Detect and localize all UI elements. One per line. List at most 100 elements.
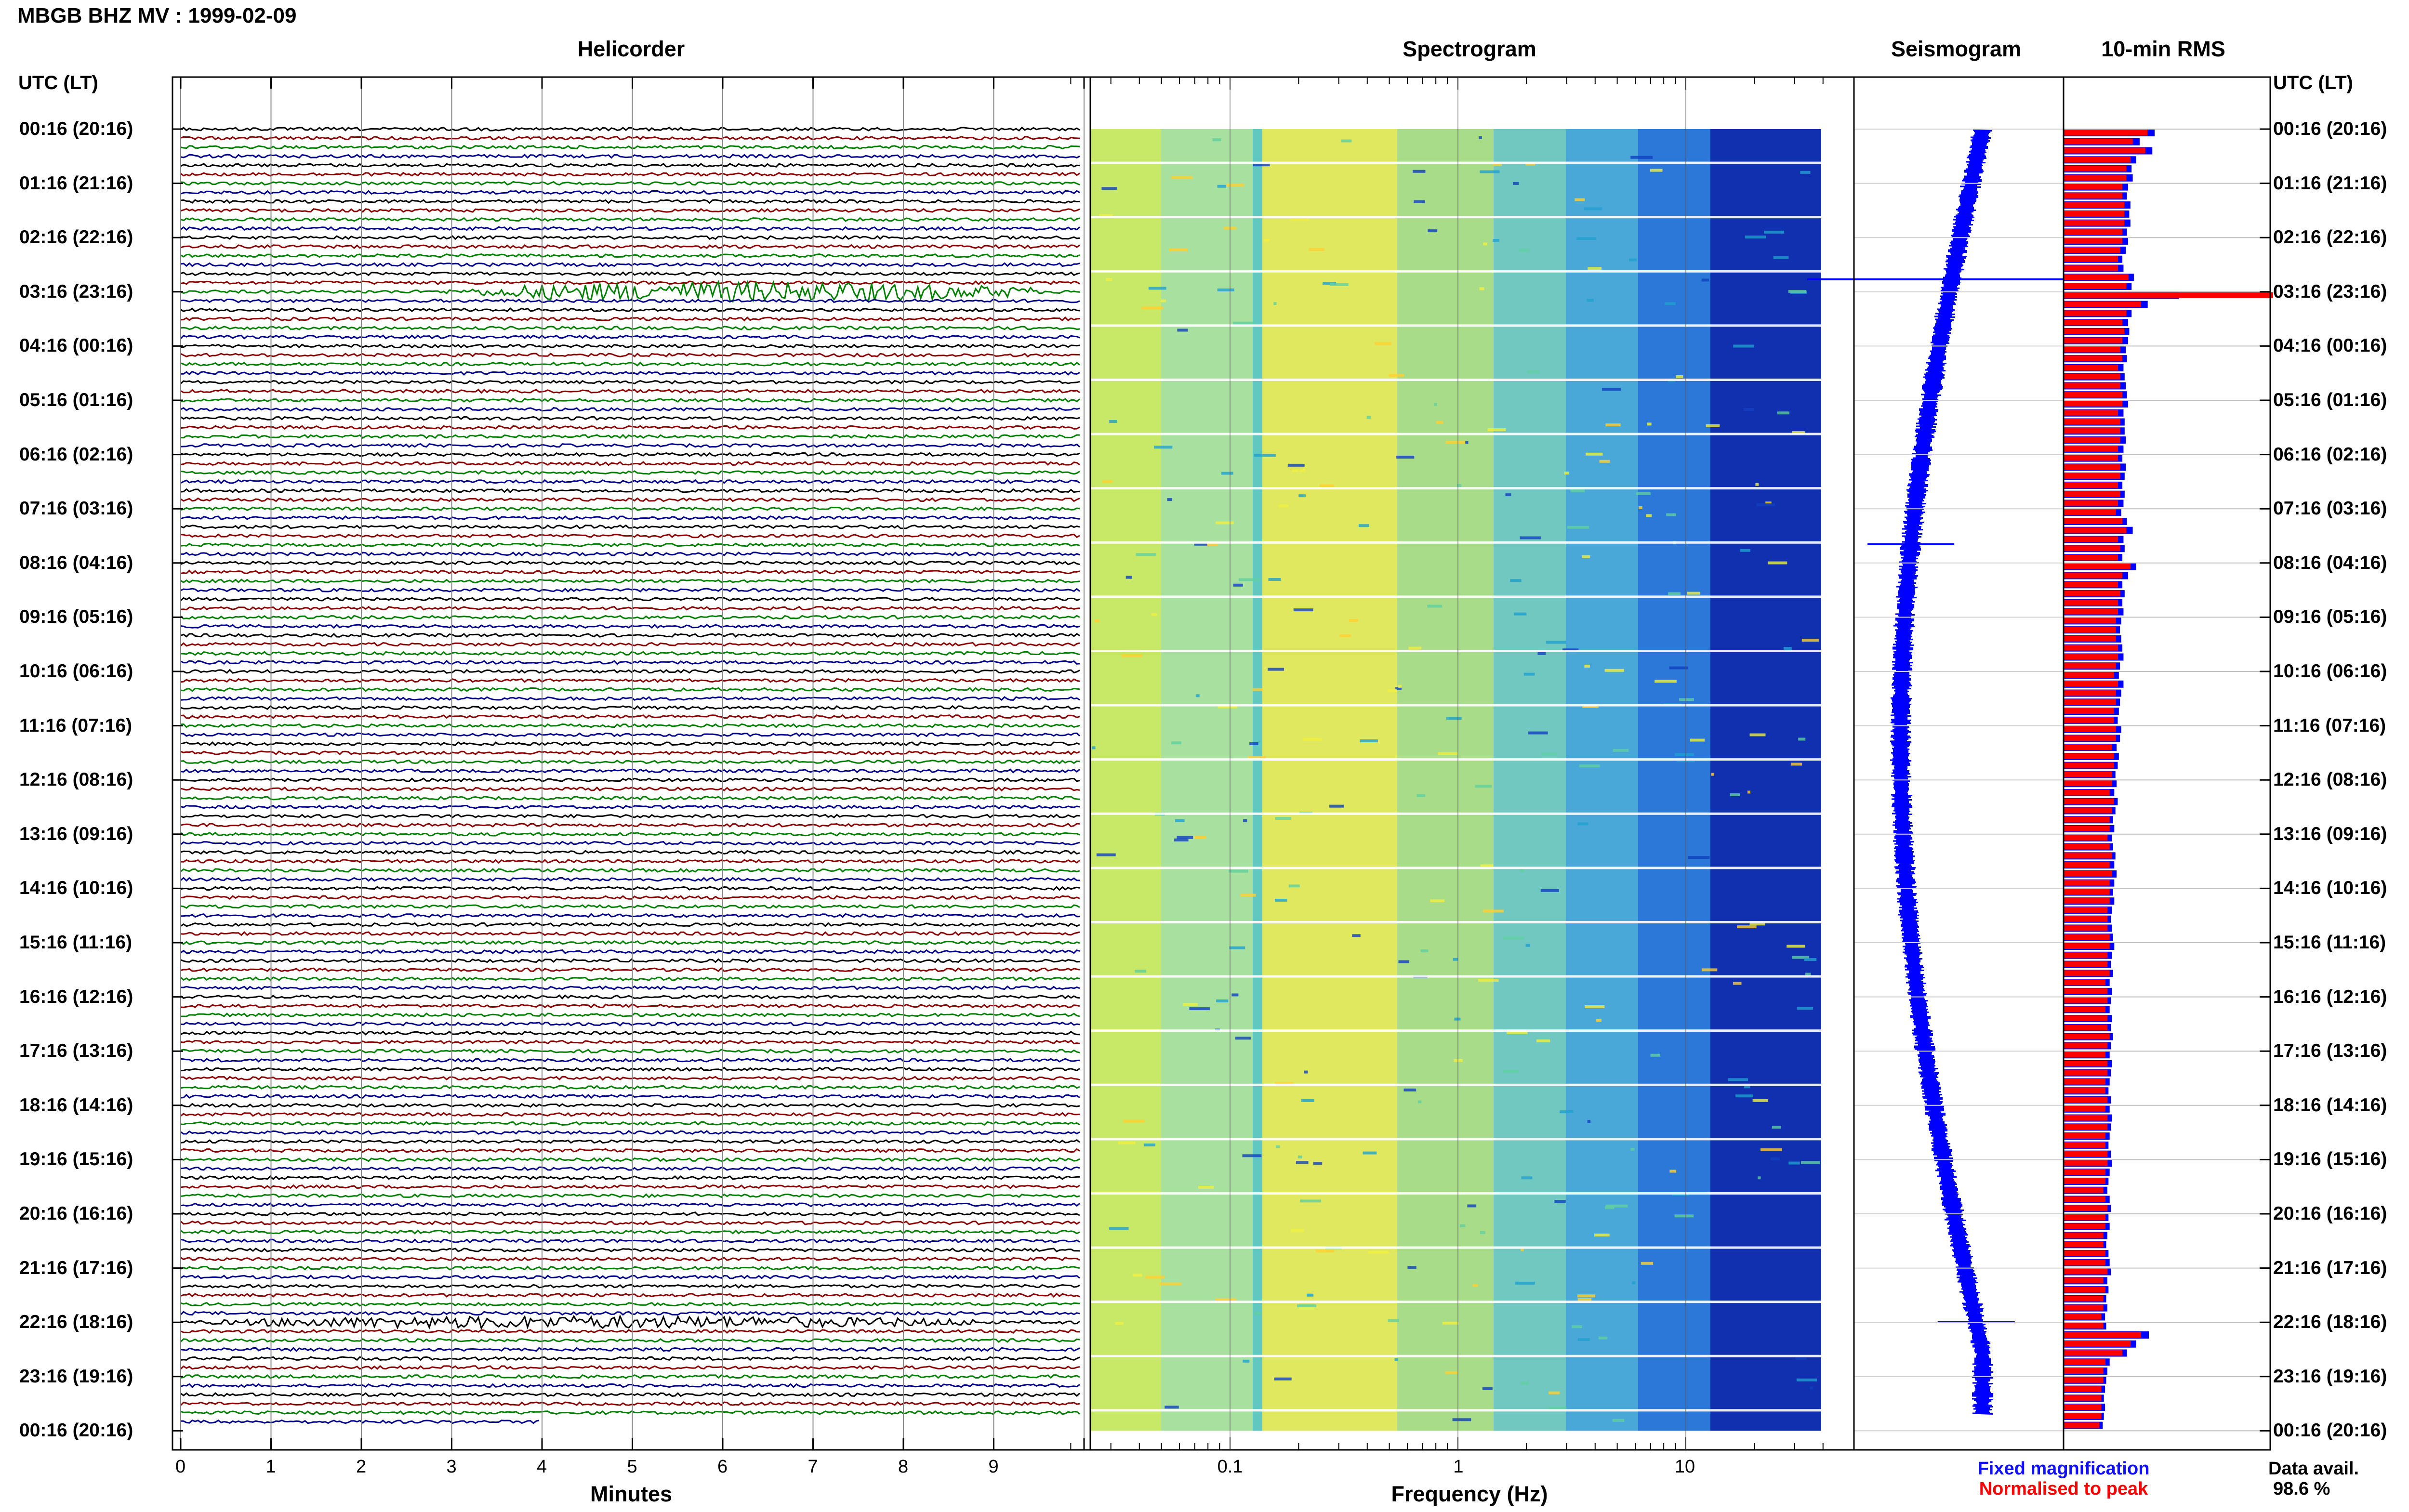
spectrogram-speck: [1706, 424, 1720, 427]
spectrogram-speck: [1145, 1275, 1165, 1279]
rms-bar-normalised: [2064, 672, 2114, 678]
row-label-left: 15:16 (11:16): [19, 932, 132, 953]
spectrogram-gap: [1090, 1301, 1821, 1303]
row-label-right: 00:16 (20:16): [2273, 1420, 2387, 1441]
spectrogram-speck: [1320, 484, 1334, 487]
rms-title: 10-min RMS: [2101, 37, 2225, 61]
spectrogram-speck: [1275, 817, 1292, 820]
helicorder-trace: [180, 768, 1080, 774]
rms-bar-normalised: [2064, 1223, 2105, 1229]
spectrogram-speck: [1577, 1338, 1590, 1341]
rms-bar-normalised: [2064, 1196, 2105, 1202]
spectrogram-speck: [1398, 960, 1409, 963]
row-label-left: 12:16 (08:16): [19, 769, 133, 790]
spectrogram-band: [1262, 129, 1397, 1431]
spectrogram-speck: [1604, 669, 1624, 672]
spectrogram-speck: [1106, 278, 1112, 281]
spectrogram-speck: [1804, 958, 1817, 961]
spectrogram-speck: [1171, 176, 1193, 179]
rms-bar-normalised: [2064, 1205, 2108, 1211]
helicorder-trace: [180, 1112, 1080, 1117]
row-label-right: 15:16 (11:16): [2273, 932, 2386, 953]
spectrogram-speck: [1747, 790, 1751, 794]
helicorder-trace: [180, 605, 1080, 611]
row-label-right: 08:16 (04:16): [2273, 552, 2387, 573]
helicorder-trace: [180, 1184, 1080, 1189]
spectrogram-speck: [1427, 605, 1443, 608]
spectrogram-speck: [1445, 1371, 1458, 1374]
rms-bar-normalised: [2064, 130, 2147, 135]
spectrogram-speck: [1536, 1039, 1550, 1043]
rms-bar-normalised: [2064, 256, 2118, 262]
helicorder-trace: [180, 1039, 1080, 1045]
spectrogram-speck: [1452, 1418, 1471, 1421]
helicorder-trace: [180, 389, 1080, 394]
spectrogram-speck: [1752, 1099, 1768, 1102]
spectrogram-speck: [1304, 1070, 1308, 1074]
spectrogram-speck: [1301, 1099, 1314, 1103]
rms-bar-normalised: [2064, 1187, 2104, 1193]
spectrogram-speck: [1798, 737, 1806, 741]
spectrogram-speck: [1194, 542, 1207, 546]
spectrogram-speck: [1290, 218, 1310, 221]
helicorder-trace: [180, 877, 1080, 882]
spectrogram-speck: [1420, 949, 1429, 952]
helicorder-trace: [180, 370, 1080, 376]
row-label-left: 22:16 (18:16): [19, 1312, 133, 1333]
spectrogram-speck: [1676, 375, 1683, 378]
spectrogram-speck: [1288, 884, 1300, 888]
helicorder-trace: [180, 515, 1080, 520]
spectrogram-speck: [1159, 1282, 1182, 1286]
spectrogram-speck: [1475, 785, 1492, 788]
spectrogram-speck: [1303, 737, 1322, 741]
spectrogram-gap: [1090, 975, 1821, 978]
helicorder-trace: [180, 316, 1080, 322]
helicorder-trace: [180, 632, 1080, 638]
helicorder-trace: [180, 1229, 1080, 1235]
rms-bar-normalised: [2064, 853, 2112, 859]
helicorder-trace: [180, 353, 1080, 358]
spectrogram-speck: [1292, 469, 1298, 472]
spectrogram-speck: [1446, 717, 1462, 720]
helicorder-trace: [180, 145, 1080, 150]
spectrogram-speck: [1810, 1386, 1813, 1390]
helicorder-trace: [180, 1347, 1080, 1352]
spectrogram-speck: [1743, 408, 1754, 411]
spectrogram-speck: [1115, 1322, 1124, 1325]
spectrogram-speck: [1240, 894, 1256, 897]
rms-bar-normalised: [2064, 572, 2122, 579]
rms-bar-normalised: [2064, 1178, 2105, 1184]
minutes-tick-label: 8: [898, 1457, 909, 1477]
helicorder-trace: [180, 1338, 1080, 1343]
spectrogram-speck: [1169, 248, 1188, 251]
spectrogram-speck: [1765, 501, 1772, 505]
helicorder-trace: [180, 361, 1080, 367]
axis-ticks: [172, 77, 2270, 1450]
rms-bar-normalised: [2064, 862, 2110, 868]
spectrogram-speck: [1777, 411, 1790, 415]
spectrogram-speck: [1582, 705, 1599, 708]
spectrogram-gap: [1090, 704, 1821, 707]
spectrogram-speck: [1549, 1391, 1560, 1394]
helicorder-trace: [180, 1275, 1080, 1280]
helicorder-trace: [180, 741, 1080, 747]
rms-bar-normalised: [2064, 898, 2110, 904]
rms-bar-normalised: [2064, 762, 2114, 768]
spectrogram-speck: [1239, 578, 1260, 581]
spectrogram-speck: [1300, 1199, 1322, 1203]
helicorder-trace: [180, 171, 1080, 177]
row-label-left: 06:16 (02:16): [19, 444, 133, 465]
rms-bar-normalised: [2064, 654, 2118, 660]
rms-bar-normalised: [2064, 1042, 2108, 1049]
minutes-tick-label: 3: [446, 1457, 457, 1477]
helicorder-trace: [180, 253, 1080, 258]
helicorder-trace: [180, 1356, 1080, 1361]
rms-bar-normalised: [2064, 608, 2118, 615]
spectrogram-speck: [1521, 1176, 1533, 1180]
spectrogram-gap: [1090, 649, 1821, 652]
rms-bar-normalised: [2064, 210, 2125, 217]
rms-bar-normalised: [2064, 1277, 2104, 1284]
spectrogram-speck: [1243, 1359, 1250, 1363]
spectrogram-speck: [1135, 970, 1147, 973]
spectrogram-band: [1638, 129, 1710, 1431]
